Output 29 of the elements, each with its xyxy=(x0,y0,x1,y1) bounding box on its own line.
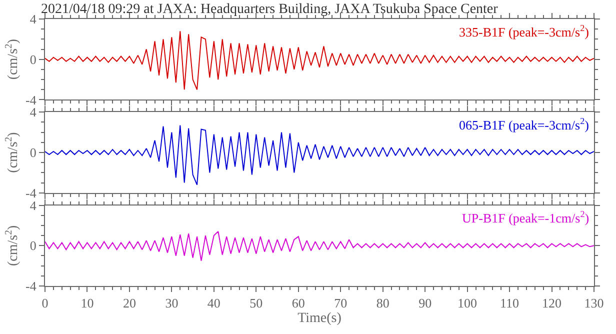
y-tick-label: -4 xyxy=(26,278,37,294)
x-tick-label: 60 xyxy=(292,296,305,311)
y-tick-label: 4 xyxy=(30,104,37,120)
x-tick-label: 80 xyxy=(376,296,390,311)
series-label: 335-B1F (peak=-3cm/s$^{2}$) xyxy=(459,23,589,40)
x-tick-label: 120 xyxy=(542,296,562,311)
line-series xyxy=(45,231,594,262)
x-tick-label: 70 xyxy=(334,296,348,311)
y-tick-label: 0 xyxy=(30,145,36,160)
x-tick-label: 40 xyxy=(207,296,220,311)
x-tick-label: 130 xyxy=(584,296,604,311)
y-tick-label: 0 xyxy=(30,238,36,254)
chart-title: 2021/04/18 09:29 at JAXA: Headquarters Building, JAXA Tsukuba Space Center xyxy=(41,2,498,17)
y-tick-label: -4 xyxy=(26,92,37,108)
x-axis-title: Time(s) xyxy=(298,310,342,326)
y-tick-label: 4 xyxy=(30,198,37,213)
x-tick-label: 0 xyxy=(42,296,48,311)
x-tick-label: 90 xyxy=(418,296,432,311)
x-tick-label: 110 xyxy=(500,296,520,311)
y-tick-label: 0 xyxy=(30,52,36,67)
x-tick-label: 20 xyxy=(122,296,136,311)
series-label: UP-B1F (peak=-1cm/s$^{2}$) xyxy=(462,209,590,226)
x-tick-label: 10 xyxy=(80,296,94,311)
y-tick-label: -4 xyxy=(26,185,37,200)
x-tick-label: 30 xyxy=(165,296,178,311)
series-label: 065-B1F (peak=-3cm/s$^{2}$) xyxy=(459,116,589,132)
x-tick-label: 100 xyxy=(458,296,478,311)
y-tick-label: 4 xyxy=(30,12,37,27)
x-tick-label: 50 xyxy=(250,296,263,311)
